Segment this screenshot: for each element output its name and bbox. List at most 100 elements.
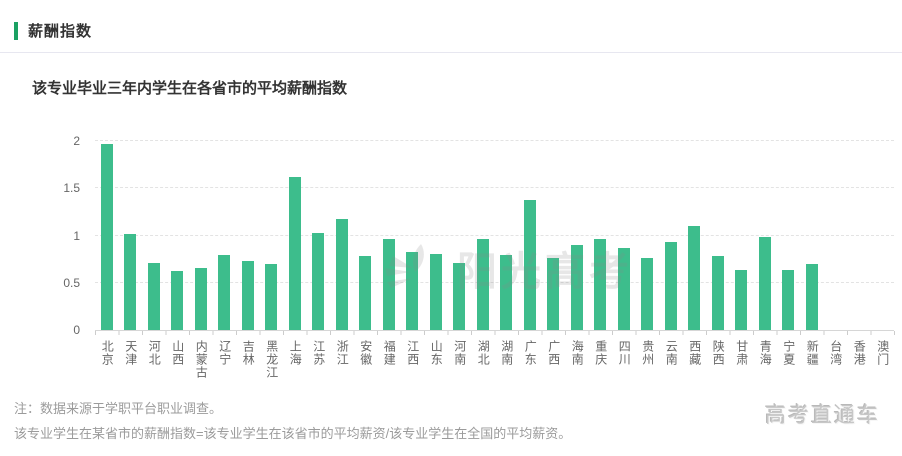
x-label-陕西: 陕西: [711, 340, 726, 366]
bar-西藏[interactable]: [688, 226, 701, 330]
bar-福建[interactable]: [382, 239, 395, 330]
x-label-slot: 四川: [612, 340, 636, 379]
bar-安徽[interactable]: [359, 256, 372, 330]
x-label-slot: 云南: [659, 340, 683, 379]
x-label-slot: 海南: [565, 340, 589, 379]
bar-四川[interactable]: [617, 247, 630, 330]
bar-广东[interactable]: [523, 199, 536, 330]
bar-江西[interactable]: [406, 251, 419, 330]
x-label-吉林: 吉林: [241, 340, 256, 366]
x-label-辽宁: 辽宁: [217, 340, 232, 366]
x-label-slot: 江苏: [307, 340, 331, 379]
x-label-青海: 青海: [758, 340, 773, 366]
bar-甘肃[interactable]: [735, 269, 748, 330]
bar-湖北[interactable]: [476, 239, 489, 330]
bar-吉林[interactable]: [241, 261, 254, 330]
bar-slot: [283, 136, 307, 330]
bar-slot: [636, 136, 660, 330]
y-tick-label: 1.5: [63, 181, 80, 196]
bar-宁夏[interactable]: [782, 269, 795, 330]
x-label-slot: 青海: [753, 340, 777, 379]
bar-青海[interactable]: [758, 237, 771, 330]
bar-slot: [260, 136, 284, 330]
x-label-上海: 上海: [288, 340, 303, 366]
x-label-slot: 湖南: [495, 340, 519, 379]
x-label-slot: 福建: [377, 340, 401, 379]
x-label-贵州: 贵州: [640, 340, 655, 366]
bar-天津[interactable]: [124, 233, 137, 330]
header-divider: [0, 52, 902, 53]
bar-黑龙江[interactable]: [265, 263, 278, 330]
bars-row: [95, 136, 894, 330]
x-label-slot: 广西: [542, 340, 566, 379]
bar-上海[interactable]: [288, 176, 301, 330]
bar-slot: [824, 136, 848, 330]
section-accent-bar: [14, 21, 18, 40]
bar-贵州[interactable]: [641, 258, 654, 330]
x-label-slot: 宁夏: [777, 340, 801, 379]
brand-watermark: 高考直通车: [765, 404, 880, 427]
bar-slot: [166, 136, 190, 330]
x-label-slot: 内蒙古: [189, 340, 213, 379]
bar-slot: [377, 136, 401, 330]
bar-slot: [777, 136, 801, 330]
bar-辽宁[interactable]: [218, 255, 231, 330]
x-label-广西: 广西: [546, 340, 561, 366]
bar-slot: [753, 136, 777, 330]
x-label-湖北: 湖北: [476, 340, 491, 366]
section-header: 薪酬指数: [14, 20, 92, 41]
x-label-湖南: 湖南: [499, 340, 514, 366]
bar-山西[interactable]: [171, 271, 184, 330]
x-label-浙江: 浙江: [335, 340, 350, 366]
bar-内蒙古[interactable]: [194, 267, 207, 330]
bar-河南[interactable]: [453, 262, 466, 330]
x-label-slot: 安徽: [354, 340, 378, 379]
bar-浙江[interactable]: [335, 218, 348, 330]
bar-陕西[interactable]: [711, 256, 724, 330]
bar-slot: [847, 136, 871, 330]
x-label-北京: 北京: [100, 340, 115, 366]
x-label-四川: 四川: [617, 340, 632, 366]
gridline-1.5: [95, 187, 894, 189]
bar-江苏[interactable]: [312, 232, 325, 330]
bar-海南[interactable]: [570, 244, 583, 330]
bar-slot: [871, 136, 895, 330]
x-label-slot: 天津: [119, 340, 143, 379]
x-label-slot: 湖北: [471, 340, 495, 379]
bar-北京[interactable]: [100, 143, 113, 330]
bar-山东[interactable]: [429, 254, 442, 330]
x-label-山东: 山东: [429, 340, 444, 366]
x-label-江西: 江西: [405, 340, 420, 366]
bar-河北[interactable]: [147, 262, 160, 330]
x-label-slot: 辽宁: [213, 340, 237, 379]
y-tick-label: 1: [73, 228, 80, 243]
bar-slot: [236, 136, 260, 330]
bar-slot: [518, 136, 542, 330]
bar-slot: [448, 136, 472, 330]
bar-新疆[interactable]: [805, 263, 818, 330]
x-label-slot: 甘肃: [730, 340, 754, 379]
x-label-广东: 广东: [523, 340, 538, 366]
bar-slot: [119, 136, 143, 330]
x-label-山西: 山西: [170, 340, 185, 366]
bar-湖南[interactable]: [500, 255, 513, 330]
x-label-slot: 广东: [518, 340, 542, 379]
y-tick-label: 0.5: [63, 275, 80, 290]
bar-slot: [424, 136, 448, 330]
bar-slot: [330, 136, 354, 330]
bar-slot: [589, 136, 613, 330]
bar-重庆[interactable]: [594, 239, 607, 330]
gridline-1: [95, 234, 894, 236]
x-label-西藏: 西藏: [687, 340, 702, 366]
bar-slot: [354, 136, 378, 330]
bar-云南[interactable]: [664, 242, 677, 330]
bar-slot: [401, 136, 425, 330]
gridline-2: [95, 140, 894, 141]
bar-slot: [706, 136, 730, 330]
x-axis-ticks: [95, 331, 895, 335]
x-label-海南: 海南: [570, 340, 585, 366]
bar-slot: [95, 136, 119, 330]
bar-广西[interactable]: [547, 258, 560, 330]
x-label-slot: 香港: [847, 340, 871, 379]
x-label-江苏: 江苏: [311, 340, 326, 366]
